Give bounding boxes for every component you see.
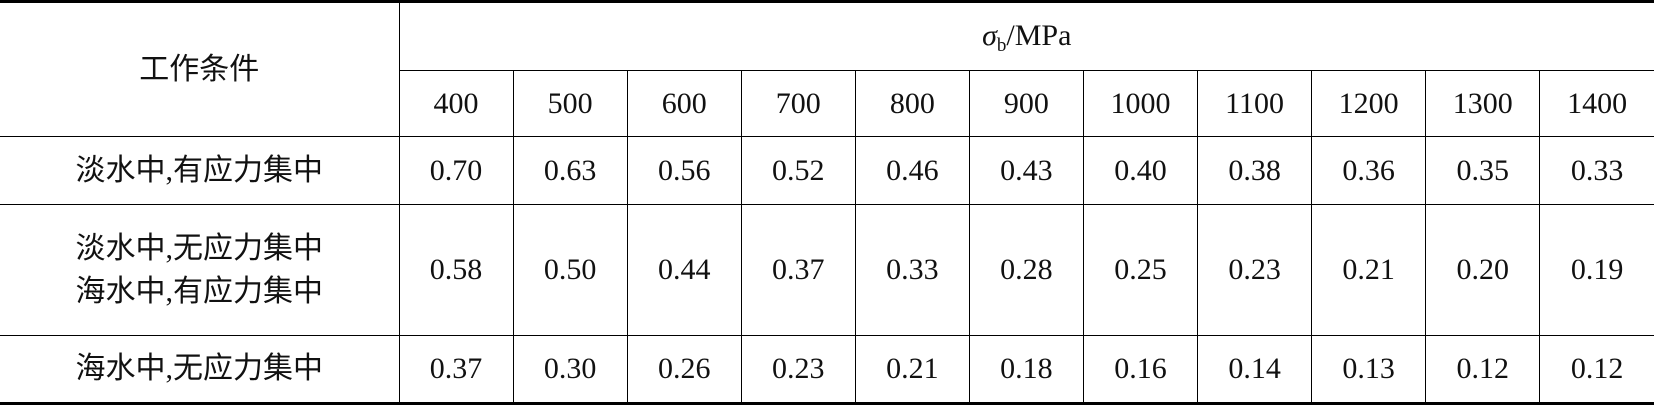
value-cell: 0.26	[626, 335, 742, 404]
value-cell: 0.13	[1311, 335, 1427, 404]
corner-text: 工作条件	[139, 52, 260, 86]
value-cell: 0.14	[1197, 335, 1313, 404]
row-label-line: 淡水中,有应力集中	[75, 153, 324, 187]
value-cell: 0.63	[512, 136, 628, 205]
value-cell: 0.21	[854, 335, 970, 404]
value-cell: 0.36	[1311, 136, 1427, 205]
value-cell: 0.18	[968, 335, 1084, 404]
value-cell: 0.21	[1311, 204, 1427, 336]
row-label: 淡水中,无应力集中 海水中,有应力集中	[0, 204, 400, 336]
row-label-line: 海水中,无应力集中	[75, 352, 324, 386]
value-cell: 0.23	[740, 335, 856, 404]
row-label: 海水中,无应力集中	[0, 335, 400, 404]
value-cell: 0.44	[626, 204, 742, 336]
column-header: 500	[512, 70, 628, 137]
header-row: 工作条件 σb/MPa	[0, 1, 1654, 137]
value-cell: 0.40	[1082, 136, 1199, 205]
value-cell: 0.28	[968, 204, 1084, 336]
row-label-line: 海水中,有应力集中	[75, 275, 324, 308]
value-cell: 0.50	[512, 204, 628, 336]
data-row: 淡水中,无应力集中 海水中,有应力集中 0.58 0.50 0.44 0.37 0.33 0.…	[0, 204, 1654, 336]
value-cell: 0.25	[1082, 204, 1199, 336]
subscript: b	[996, 34, 1007, 56]
symbol: σ	[982, 18, 997, 52]
column-header: 700	[740, 70, 856, 137]
corner-cell: 工作条件	[0, 1, 400, 137]
column-header: 1000	[1082, 70, 1199, 137]
data-row: 海水中,无应力集中 0.37 0.30 0.26 0.23 0.21 0.18 0.16 0.1…	[0, 335, 1654, 404]
column-header: 1400	[1539, 70, 1654, 137]
row-label: 淡水中,有应力集中	[0, 136, 400, 205]
header-row: 400 500 600 700 800 900 1000 1100 1200 1300 1400	[0, 70, 1654, 137]
value-cell: 0.33	[854, 204, 970, 336]
value-cell: 0.58	[398, 204, 514, 336]
unit: /MPa	[1006, 18, 1072, 52]
column-header: 1300	[1425, 70, 1541, 137]
value-cell: 0.12	[1425, 335, 1541, 404]
group-header: σb/MPa	[398, 1, 1654, 71]
value-cell: 0.52	[740, 136, 856, 205]
value-cell: 0.19	[1539, 204, 1654, 336]
column-header: 400	[399, 70, 514, 137]
value-cell: 0.43	[968, 136, 1084, 205]
value-cell: 0.35	[1425, 136, 1541, 205]
column-header: 1100	[1197, 70, 1313, 137]
value-cell: 0.33	[1539, 136, 1654, 205]
value-cell: 0.37	[398, 335, 514, 404]
value-cell: 0.46	[854, 136, 970, 205]
value-cell: 0.38	[1197, 136, 1313, 205]
column-header: 900	[968, 70, 1084, 137]
column-header: 800	[854, 70, 970, 137]
value-cell: 0.30	[512, 335, 628, 404]
value-cell: 0.16	[1082, 335, 1199, 404]
data-row: 淡水中,有应力集中 0.70 0.63 0.56 0.52 0.46 0.43 0.40 0.3…	[0, 136, 1654, 205]
value-cell: 0.37	[740, 204, 856, 336]
row-label-line: 淡水中,无应力集中	[75, 231, 324, 265]
value-cell: 0.12	[1539, 335, 1654, 404]
value-cell: 0.56	[626, 136, 742, 205]
column-header: 1200	[1311, 70, 1427, 137]
value-cell: 0.23	[1197, 204, 1313, 336]
value-cell: 0.70	[398, 136, 514, 205]
value-cell: 0.20	[1425, 204, 1541, 336]
column-header: 600	[626, 70, 742, 137]
